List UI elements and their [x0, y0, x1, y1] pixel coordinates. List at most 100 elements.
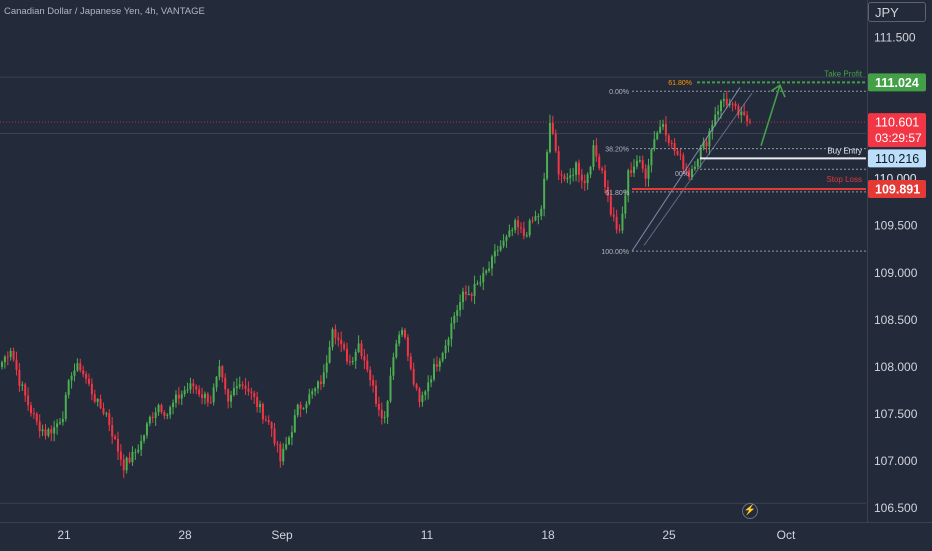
candle-body — [285, 444, 288, 449]
candle-body — [560, 174, 563, 176]
candle-body — [203, 393, 206, 398]
x-tick-label: Sep — [271, 528, 293, 542]
candle-body — [366, 360, 369, 370]
candle-body — [647, 165, 650, 179]
candle-body — [496, 250, 499, 252]
candle-body — [340, 339, 343, 345]
candle-body — [21, 384, 24, 386]
candle-body — [392, 357, 395, 376]
candle-body — [691, 168, 694, 178]
candle-body — [314, 388, 317, 392]
lightning-icon[interactable]: ⚡ — [742, 503, 758, 519]
candle-body — [519, 227, 522, 229]
candle-body — [209, 402, 212, 404]
candle-body — [693, 166, 696, 169]
candle-body — [577, 162, 580, 175]
candle-body — [403, 330, 406, 338]
candle-body — [322, 372, 325, 384]
fib-trend-line-2 — [643, 92, 753, 246]
candle-body — [380, 409, 383, 418]
candle-body — [87, 378, 90, 384]
candle-body — [331, 329, 334, 347]
candle-body — [61, 418, 64, 423]
candle-body — [473, 283, 476, 296]
candle-body — [554, 133, 557, 152]
candle-body — [372, 380, 375, 386]
candle-body — [638, 160, 641, 162]
candle-body — [543, 178, 546, 209]
candle-body — [351, 360, 354, 363]
candle-body — [746, 115, 749, 122]
candle-body — [609, 195, 612, 215]
take-profit-label: Take Profit — [824, 69, 863, 78]
candle-body — [29, 405, 32, 414]
candle-body — [264, 419, 267, 421]
take-profit-price: 111.024 — [875, 76, 919, 90]
candle-body — [653, 139, 656, 150]
candle-body — [27, 395, 30, 406]
candle-body — [412, 368, 415, 385]
candle-body — [441, 353, 444, 361]
candle-body — [299, 404, 302, 409]
candle-body — [470, 294, 473, 296]
candle-body — [456, 310, 459, 316]
candle-body — [546, 152, 549, 179]
candle-body — [708, 131, 711, 147]
currency-selector[interactable]: JPY — [868, 2, 926, 22]
candle-body — [572, 174, 575, 176]
y-tick-label: 109.000 — [874, 266, 918, 280]
candle-body — [717, 111, 720, 115]
candle-body — [96, 398, 99, 402]
candle-body — [511, 229, 514, 231]
candle-body — [328, 346, 331, 363]
candle-body — [531, 220, 534, 222]
candle-body — [99, 398, 102, 409]
x-tick-label: 18 — [541, 528, 555, 542]
fib-label-level_618: 61.80% — [605, 190, 629, 197]
candle-body — [438, 360, 441, 367]
candle-body — [174, 394, 177, 403]
candle-body — [276, 443, 279, 445]
candle-body — [488, 268, 491, 271]
candle-body — [302, 408, 305, 410]
y-tick-label: 107.500 — [874, 407, 918, 421]
candle-body — [743, 111, 746, 116]
candle-body — [406, 337, 409, 357]
buy-entry-label: Buy Entry — [827, 146, 862, 155]
currency-label: JPY — [875, 4, 899, 20]
candle-body — [375, 385, 377, 404]
candle-body — [143, 435, 146, 441]
candle-body — [656, 132, 659, 140]
candle-body — [447, 339, 450, 346]
candle-body — [734, 103, 737, 106]
candle-body — [508, 230, 511, 237]
y-tick-label: 111.500 — [874, 31, 916, 45]
candle-body — [415, 384, 418, 389]
candle-body — [398, 334, 401, 344]
candle-body — [383, 417, 386, 419]
candle-body — [134, 451, 137, 453]
candle-body — [337, 337, 340, 340]
candle-body — [212, 387, 215, 403]
candle-body — [525, 235, 528, 237]
candle-body — [244, 385, 247, 389]
stop-loss-price: 109.891 — [875, 182, 920, 196]
y-tick-label: 107.000 — [874, 454, 918, 468]
candlestick-series — [1, 91, 751, 479]
candle-body — [563, 175, 566, 180]
candle-body — [140, 440, 143, 450]
candle-body — [1, 362, 3, 367]
y-tick-label: 108.000 — [874, 360, 918, 374]
candle-body — [740, 111, 743, 116]
candle-body — [238, 384, 241, 387]
candle-body — [540, 208, 543, 216]
time-axis[interactable] — [0, 522, 932, 551]
price-axis[interactable] — [867, 0, 932, 522]
candle-body — [230, 395, 233, 402]
candle-body — [537, 215, 540, 217]
candle-body — [432, 364, 435, 380]
candle-body — [273, 428, 276, 444]
candle-body — [241, 384, 244, 386]
candle-body — [627, 170, 630, 196]
